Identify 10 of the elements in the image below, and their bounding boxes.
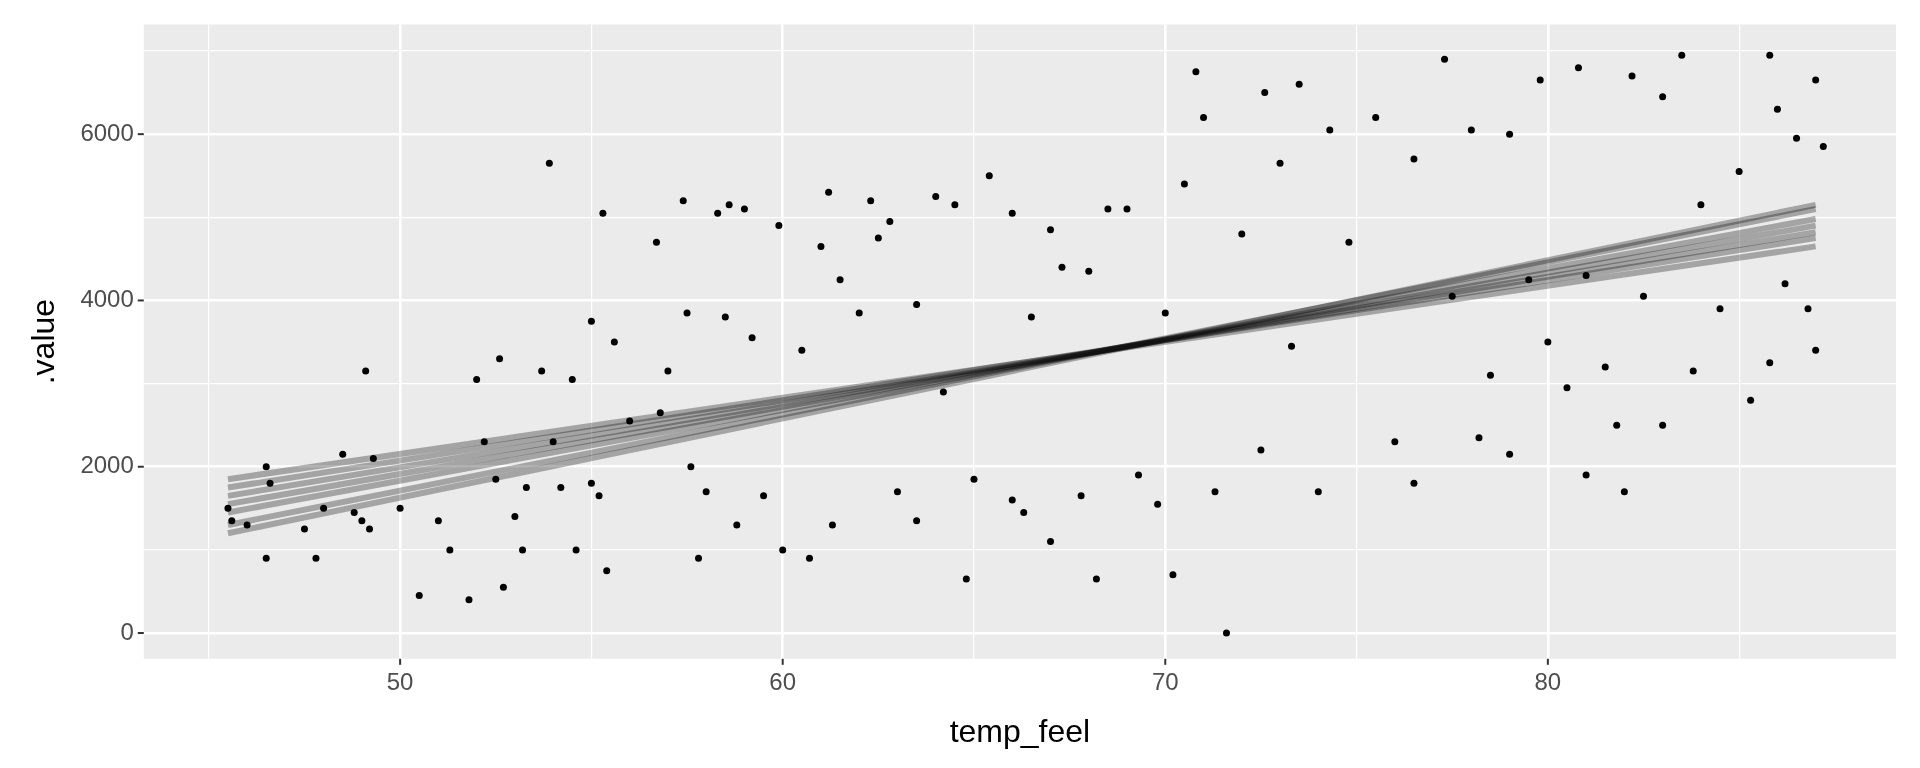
y-tick-label: 4000 (80, 285, 134, 313)
x-tick-label: 60 (769, 667, 797, 695)
x-tick-label: 50 (386, 667, 414, 695)
y-tick-label: 2000 (80, 451, 134, 479)
y-tick-label: 0 (120, 617, 134, 645)
y-axis-title: .value (25, 298, 62, 385)
x-axis-title: temp_feel (949, 712, 1091, 749)
y-tick-label: 6000 (80, 118, 134, 146)
x-tick-label: 80 (1534, 667, 1562, 695)
x-tick-label: 70 (1151, 667, 1179, 695)
